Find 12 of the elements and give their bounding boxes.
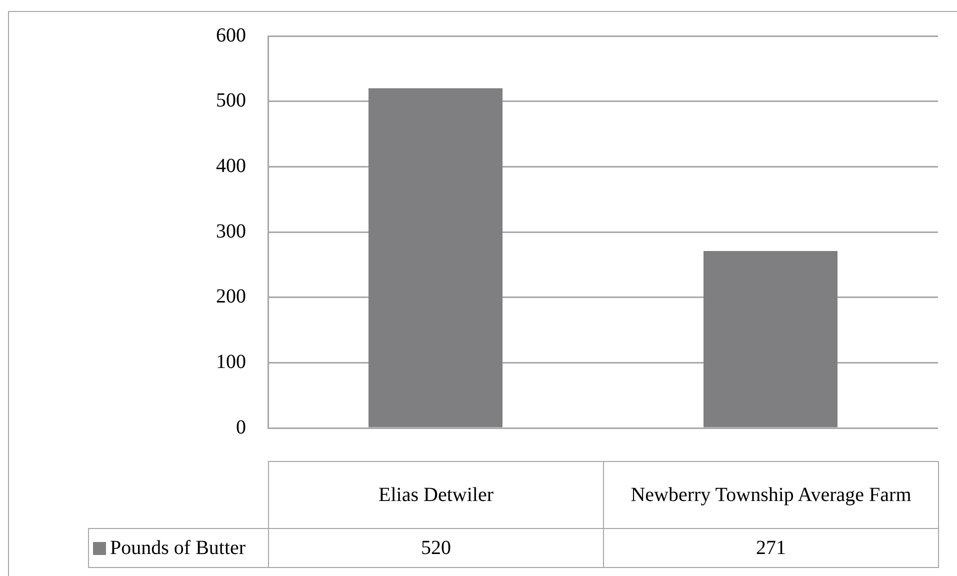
y-tick-label: 200	[216, 286, 246, 308]
y-tick-label: 600	[216, 24, 246, 46]
data-label: 271	[603, 528, 939, 568]
y-tick-label: 100	[216, 350, 246, 373]
y-tick-label: 0	[236, 416, 246, 438]
x-tick-label: Newberry Township Average Farm	[603, 461, 939, 529]
data-label: 520	[268, 528, 604, 568]
y-tick-label: 500	[216, 90, 246, 112]
y-tick-label: 300	[216, 220, 246, 242]
legend-label: Pounds of Butter	[110, 536, 246, 560]
x-tick-label: Elias Detwiler	[268, 461, 604, 529]
y-tick-label: 400	[216, 154, 246, 177]
